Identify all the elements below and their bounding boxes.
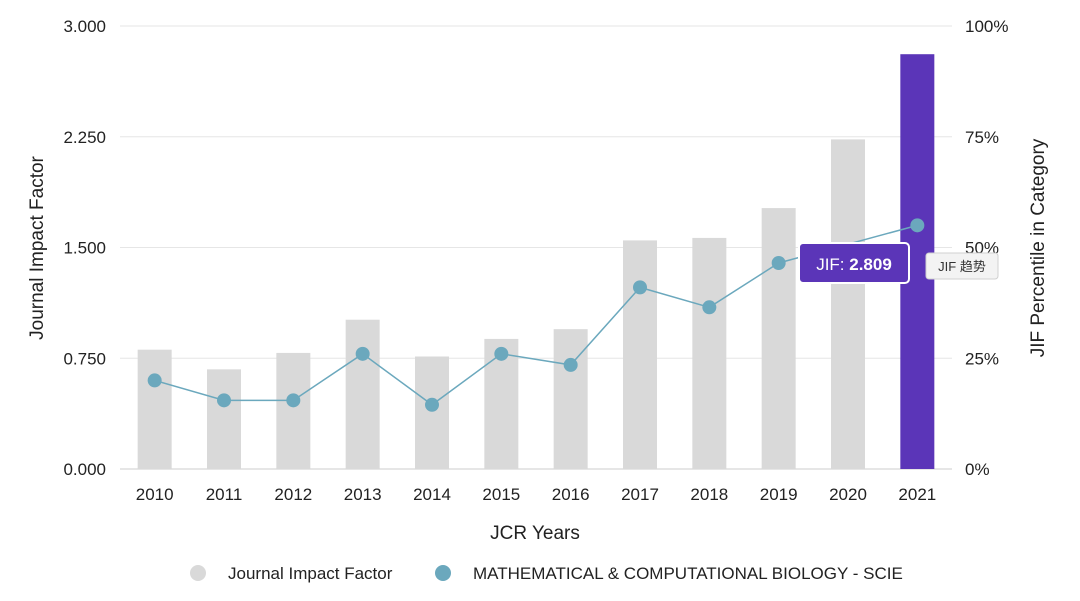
y-right-axis: 0%25%50%75%100% [965, 17, 1008, 479]
percentile-point[interactable] [355, 346, 370, 361]
percentile-point[interactable] [910, 218, 925, 233]
y-right-axis-title: JIF Percentile in Category [1028, 138, 1049, 357]
percentile-point[interactable] [425, 397, 439, 412]
percentile-point[interactable] [217, 393, 231, 408]
percentile-point[interactable] [286, 393, 301, 408]
percentile-point[interactable] [633, 280, 647, 295]
bar[interactable] [553, 329, 588, 469]
svg-text:JIF: 2.809: JIF: 2.809 [816, 255, 892, 274]
y-right-tick-label: 0% [965, 460, 990, 479]
jif-bars [137, 54, 935, 469]
x-tick-label: 2013 [344, 485, 382, 504]
bar[interactable] [207, 369, 241, 469]
jif-trend-tag[interactable]: JIF 趋势 [925, 252, 999, 280]
x-tick-label: 2014 [413, 485, 451, 504]
y-left-tick-label: 3.000 [63, 17, 106, 36]
x-tick-label: 2010 [136, 485, 174, 504]
percentile-points [147, 218, 925, 412]
bar[interactable] [623, 240, 657, 469]
legend: Journal Impact Factor MATHEMATICAL & COM… [190, 564, 903, 583]
x-axis: 2010 2011 2012 2013 2014 2015 2016 2017 2018 2019… [136, 485, 936, 504]
bar[interactable] [137, 349, 172, 469]
bar[interactable] [345, 319, 380, 469]
x-tick-label: 2021 [898, 485, 936, 504]
percentile-point[interactable] [494, 346, 509, 361]
tooltip-value: 2.809 [849, 255, 892, 274]
x-tick-label: 2019 [760, 485, 798, 504]
percentile-point[interactable] [563, 357, 578, 372]
bar[interactable] [415, 356, 449, 469]
y-right-tick-label: 100% [965, 17, 1008, 36]
percentile-point[interactable] [147, 373, 162, 388]
x-tick-label: 2012 [274, 485, 312, 504]
y-left-tick-label: 0.000 [63, 460, 106, 479]
legend-jif-swatch [190, 565, 206, 581]
legend-category-label: MATHEMATICAL & COMPUTATIONAL BIOLOGY - S… [473, 564, 903, 583]
y-left-axis: 0.000 0.750 1.500 2.250 3.000 [63, 17, 106, 479]
y-left-tick-label: 0.750 [63, 349, 106, 368]
legend-category-swatch [435, 565, 451, 581]
y-left-tick-label: 2.250 [63, 128, 106, 147]
x-tick-label: 2020 [829, 485, 867, 504]
x-axis-title: JCR Years [490, 523, 580, 544]
x-tick-label: 2011 [206, 485, 243, 504]
bar[interactable] [276, 352, 311, 469]
x-tick-label: 2017 [621, 485, 659, 504]
x-tick-label: 2016 [552, 485, 590, 504]
jif-trend-tag-label: JIF 趋势 [938, 259, 986, 274]
y-right-tick-label: 75% [965, 128, 999, 147]
y-left-axis-title: Journal Impact Factor [27, 155, 48, 339]
tooltip: JIF: 2.809 [798, 242, 910, 284]
bar[interactable] [831, 139, 865, 469]
tooltip-label: JIF: [816, 255, 849, 274]
y-left-tick-label: 1.500 [63, 239, 106, 258]
y-right-tick-label: 25% [965, 349, 999, 368]
gridlines [120, 25, 952, 470]
legend-jif-label: Journal Impact Factor [228, 564, 393, 583]
watermark: 知乎 @国际期刊服务编辑 [720, 541, 992, 569]
bar[interactable] [761, 208, 796, 469]
percentile-point[interactable] [702, 300, 717, 315]
bar[interactable] [692, 237, 727, 469]
x-tick-label: 2018 [690, 485, 728, 504]
x-tick-label: 2015 [482, 485, 520, 504]
percentile-point[interactable] [771, 256, 786, 271]
